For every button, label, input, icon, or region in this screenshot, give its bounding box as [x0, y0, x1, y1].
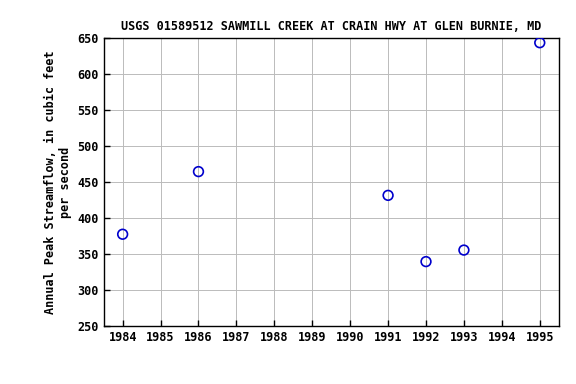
Point — [118, 231, 127, 237]
Point — [535, 40, 544, 46]
Title: USGS 01589512 SAWMILL CREEK AT CRAIN HWY AT GLEN BURNIE, MD: USGS 01589512 SAWMILL CREEK AT CRAIN HWY… — [121, 20, 541, 33]
Point — [422, 258, 431, 265]
Point — [384, 192, 393, 199]
Point — [194, 169, 203, 175]
Point — [459, 247, 468, 253]
Y-axis label: Annual Peak Streamflow, in cubic feet
per second: Annual Peak Streamflow, in cubic feet pe… — [44, 51, 72, 314]
